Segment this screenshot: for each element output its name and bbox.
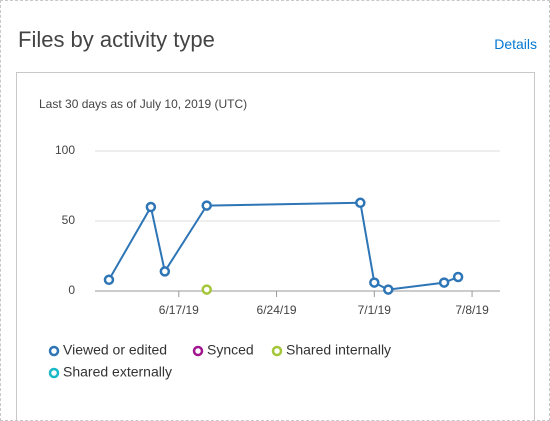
- y-tick-label: 0: [68, 283, 75, 297]
- legend-label: Viewed or edited: [63, 342, 167, 358]
- data-point: [145, 201, 157, 213]
- legend-label: Synced: [207, 342, 254, 358]
- y-tick-label: 100: [55, 143, 75, 157]
- chart-subtitle: Last 30 days as of July 10, 2019 (UTC): [39, 97, 247, 111]
- legend-label: Shared externally: [63, 364, 172, 380]
- x-tick-label: 7/8/19: [455, 303, 489, 317]
- details-link[interactable]: Details: [494, 36, 537, 52]
- chart-card: [16, 72, 535, 420]
- legend-marker: [48, 367, 60, 379]
- data-point: [369, 277, 380, 288]
- card-title: Files by activity type: [18, 27, 215, 52]
- data-point: [201, 284, 212, 295]
- legend-marker: [192, 345, 204, 357]
- legend-marker: [271, 345, 283, 357]
- data-point: [159, 266, 171, 277]
- x-tick-label: 6/17/19: [159, 303, 199, 317]
- data-point: [201, 200, 212, 211]
- series-line: [108, 201, 459, 291]
- x-tick-label: 7/1/19: [358, 303, 392, 317]
- y-tick-label: 50: [62, 213, 76, 227]
- data-point: [355, 197, 366, 209]
- data-point: [103, 274, 115, 286]
- legend-label: Shared internally: [286, 342, 391, 358]
- data-point: [452, 271, 464, 283]
- x-tick-label: 6/24/19: [257, 303, 297, 317]
- data-point: [438, 277, 450, 288]
- legend-marker: [48, 345, 60, 357]
- data-point: [383, 284, 394, 295]
